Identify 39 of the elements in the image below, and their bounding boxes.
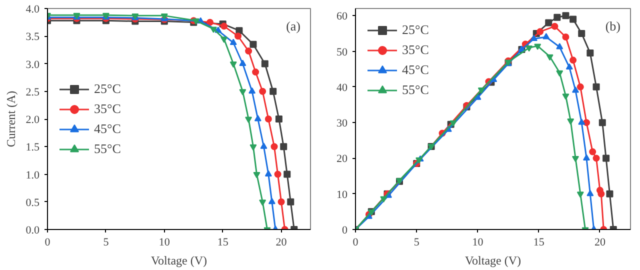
y-tick-label: 20 xyxy=(336,153,348,166)
y-tick-label: 2.0 xyxy=(26,114,40,126)
legend-label: 25°C xyxy=(94,80,121,96)
legend-label: 35°C xyxy=(402,42,429,58)
x-tick-label: 15 xyxy=(217,236,229,248)
y-tick-label: 0.0 xyxy=(26,224,40,236)
x-tick-label: 5 xyxy=(414,236,420,248)
y-tick-label: 4.0 xyxy=(26,4,40,16)
x-tick-label: 0 xyxy=(44,236,51,248)
y-axis-title: Current (A) xyxy=(4,90,18,148)
x-tick-label: 15 xyxy=(533,236,545,248)
legend-label: 35°C xyxy=(94,100,121,116)
y-tick-label: 0.5 xyxy=(26,196,40,209)
x-tick-label: 10 xyxy=(472,236,484,248)
y-tick-label: 1.0 xyxy=(26,169,40,182)
legend-label: 45°C xyxy=(402,62,429,78)
x-tick-label: 20 xyxy=(276,236,288,248)
legend-label: 55°C xyxy=(94,140,121,156)
y-tick-label: 1.5 xyxy=(26,142,40,154)
annotation: (a) xyxy=(286,18,301,34)
y-tick-label: 50 xyxy=(336,46,348,58)
x-tick-label: 0 xyxy=(352,236,359,248)
y-tick-label: 3.0 xyxy=(26,58,40,71)
y-tick-label: 2.5 xyxy=(26,86,40,98)
y-tick-label: 60 xyxy=(336,10,348,23)
legend-label: 25°C xyxy=(402,22,429,38)
legend-label: 45°C xyxy=(94,120,121,136)
x-axis-title: Voltage (V) xyxy=(464,254,522,268)
y-tick-label: 30 xyxy=(336,118,348,130)
x-tick-label: 5 xyxy=(103,236,110,248)
y-tick-label: 40 xyxy=(336,82,348,94)
y-tick-label: 3.5 xyxy=(26,31,40,44)
y-tick-label: 0 xyxy=(342,224,348,236)
x-tick-label: 20 xyxy=(594,236,606,248)
legend-label: 55°C xyxy=(402,82,429,98)
annotation: (b) xyxy=(605,18,621,34)
y-tick-label: 10 xyxy=(336,188,348,201)
x-axis-title: Voltage (V) xyxy=(150,254,208,268)
x-tick-label: 10 xyxy=(158,236,170,248)
